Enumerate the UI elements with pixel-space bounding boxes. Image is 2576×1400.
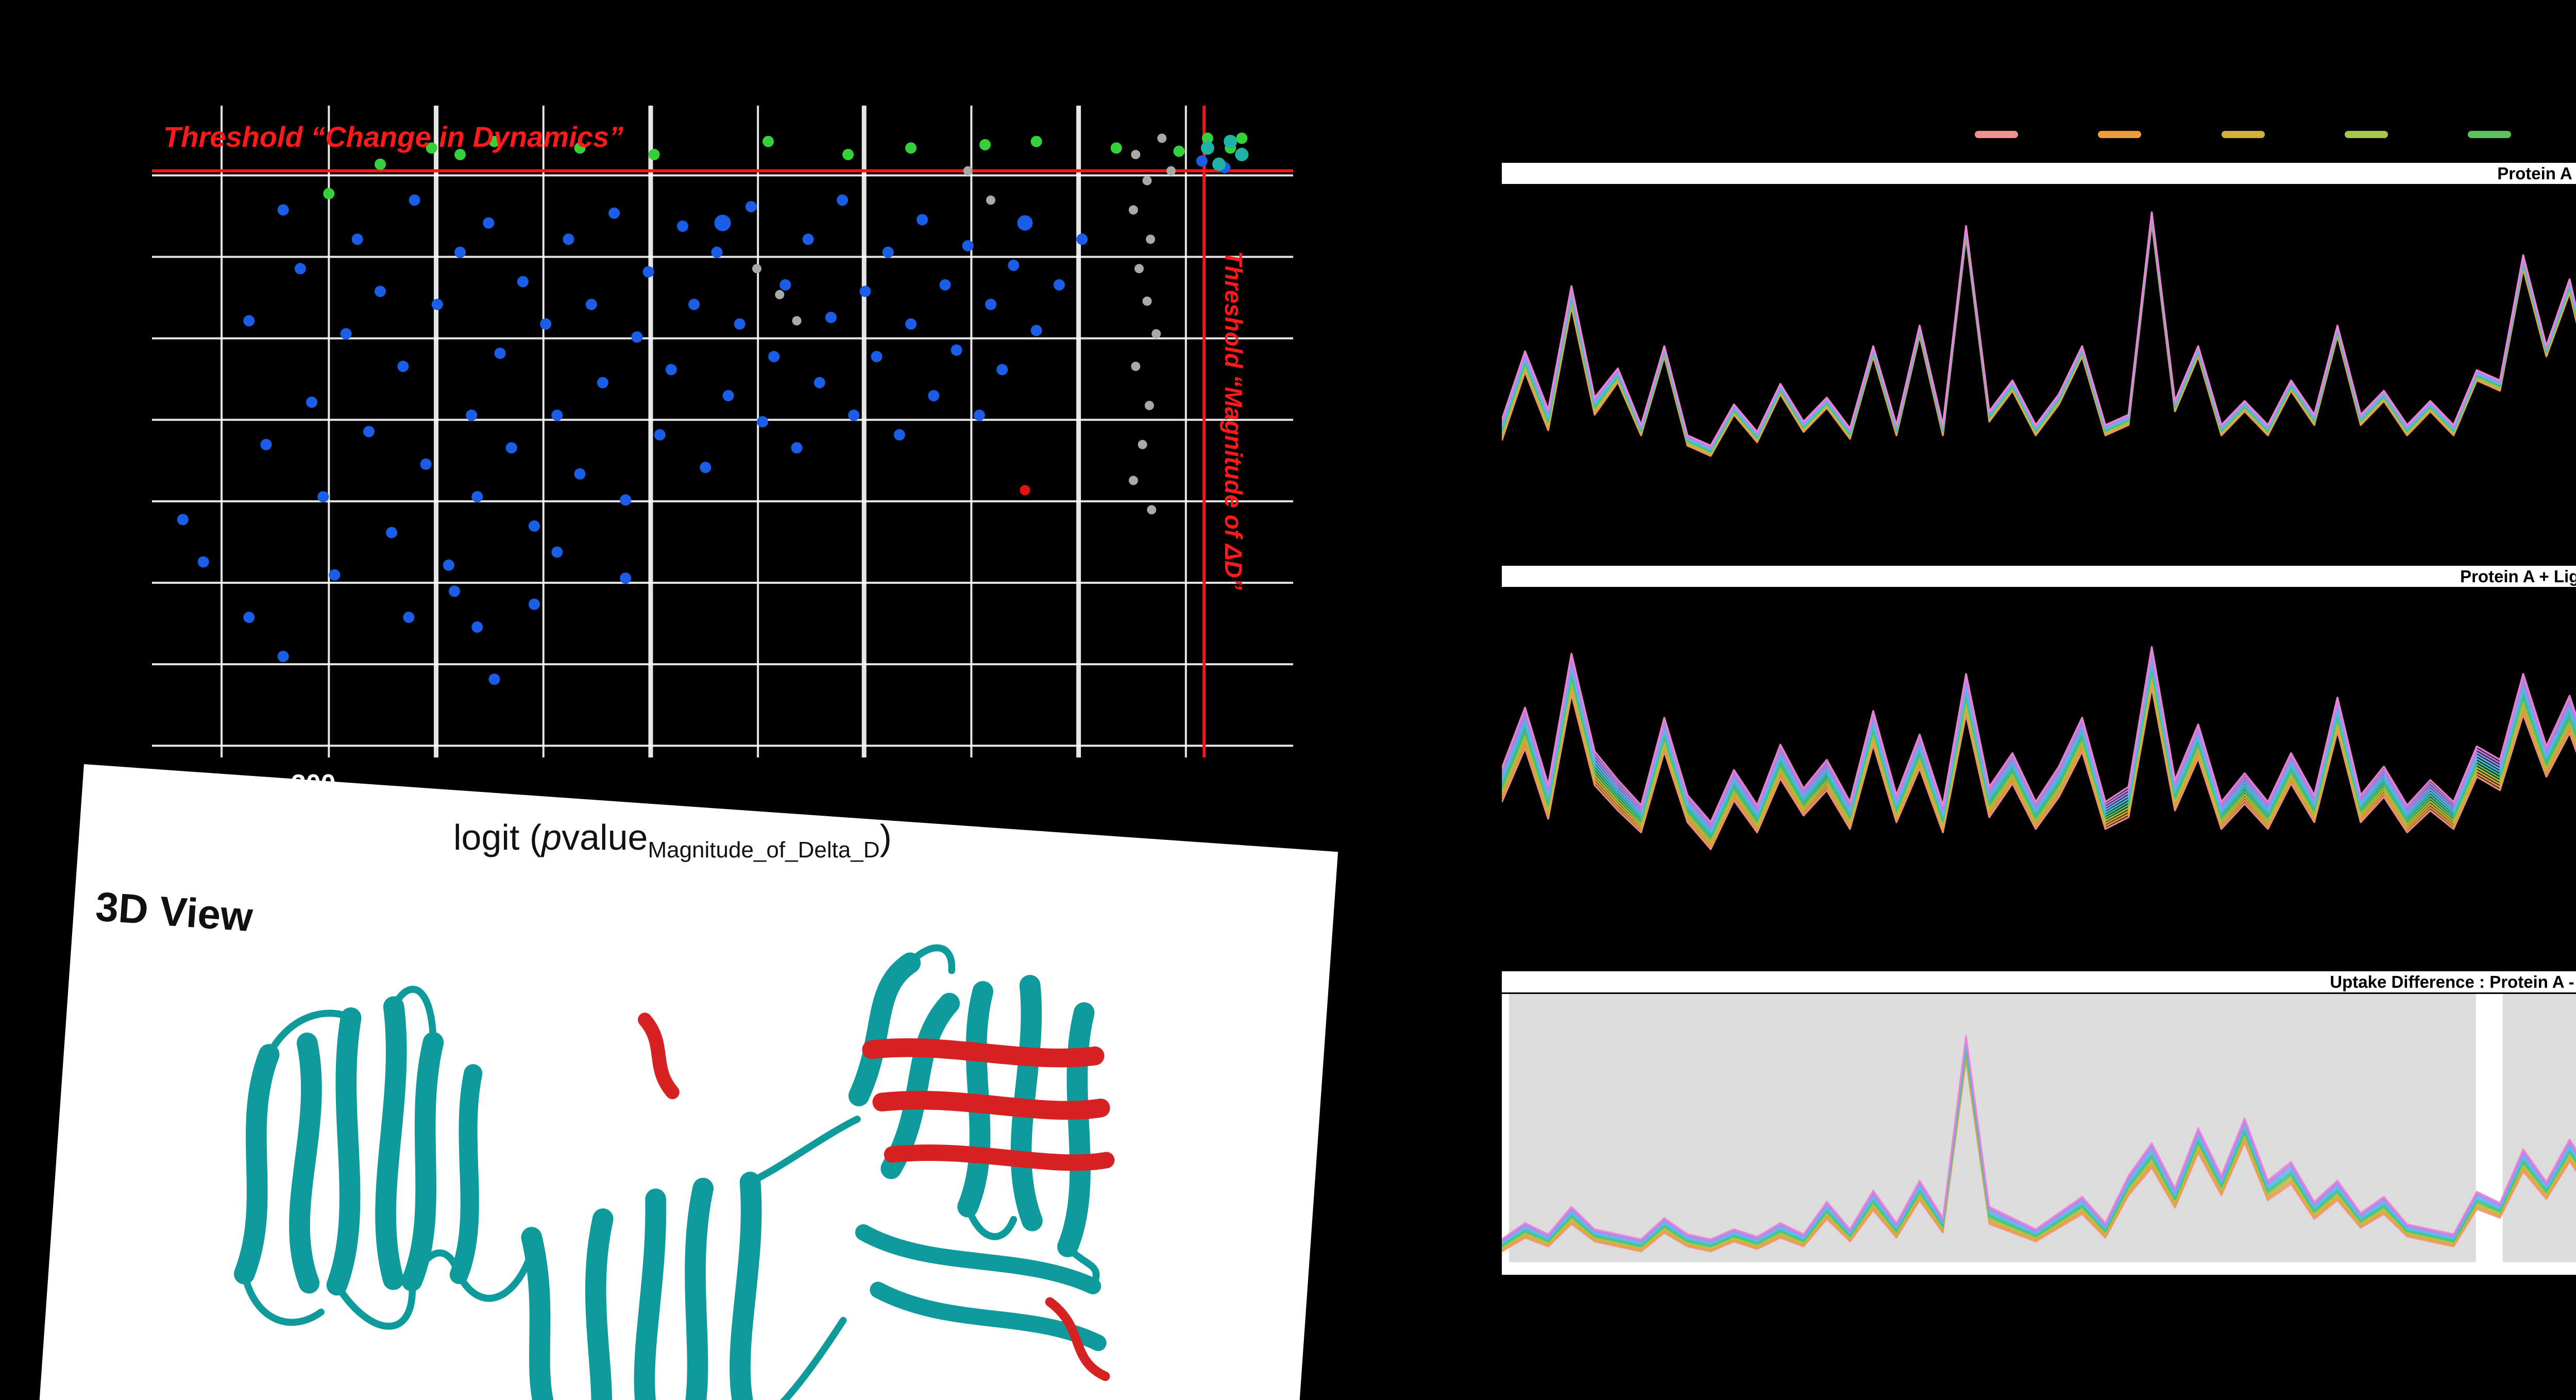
legend-dash[interactable] [2098,131,2142,138]
series-line [1502,686,2576,850]
series-line [1502,1044,2576,1245]
series-line [1502,674,2576,842]
series-line [1502,1050,2576,1247]
chart-title-bar-protein-a-ligand: Protein A + Ligand [1502,566,2576,587]
protein-highlight-regions [638,1013,1115,1381]
uptake-series-lines [1502,1035,2576,1253]
axis-title-p: p [541,817,562,857]
legend-dash[interactable] [2468,131,2512,138]
uptake-chart-protein-a-ligand[interactable] [1502,588,2576,943]
series-line [1502,650,2576,826]
volcano-points-red [1020,485,1030,496]
threshold-dynamics-label: Threshold “Change in Dynamics” [163,121,624,153]
chart-title-bar-protein-a: Protein A [1502,163,2576,184]
series-line [1502,682,2576,848]
series-line [1502,678,2576,845]
legend-dash[interactable] [2344,131,2388,138]
axis-title-suffix: ) [879,817,892,857]
series-line [1502,646,2576,823]
uptake-series-lines [1502,646,2576,850]
series-line [1502,662,2576,834]
x-axis-tick-label: −200 [275,769,336,799]
volcano-points-gray [752,133,1176,515]
series-line [1502,1039,2576,1243]
legend-dash[interactable] [2221,131,2265,138]
series-line [1502,1035,2576,1240]
series-line [1502,666,2576,837]
series-line [1502,1042,2576,1244]
chart-title-bar-uptake-difference: Uptake Difference : Protein A - (Protein… [1502,971,2576,992]
series-line [1502,222,2576,457]
series-line [1502,1052,2576,1249]
timepoint-legend [1975,131,2576,138]
series-line [1502,1037,2576,1241]
series-line [1502,1057,2576,1252]
chart-title-uptake-difference: Uptake Difference : Protein A - (Protein… [2330,972,2576,991]
protein-cartoon [233,944,1107,1400]
series-line [1502,1054,2576,1250]
series-line [1502,1059,2576,1253]
uptake-chart-protein-a[interactable] [1502,185,2576,546]
volcano-scatter-chart[interactable] [152,106,1293,757]
x-axis-title: logit (pvalueMagnitude_of_Delta_D) [453,817,892,863]
view-3d-panel[interactable]: 3D View [36,764,1338,1400]
axis-title-mid: value [562,817,648,857]
series-line [1502,213,2576,449]
legend-dash[interactable] [1975,131,2018,138]
chart-title-protein-a: Protein A [2497,163,2572,183]
axis-title-subscript: Magnitude_of_Delta_D [648,837,880,863]
series-line [1502,658,2576,832]
volcano-points-blue [177,155,1231,685]
threshold-magnitude-label: Threshold “Magnitude of ΔD” [1220,251,1247,591]
protein-ribbon-graphic[interactable] [37,764,1338,1400]
series-line [1502,670,2576,839]
series-line [1502,212,2576,448]
volcano-points-teal [1200,134,1249,171]
series-line [1502,211,2576,447]
uptake-difference-chart[interactable] [1502,994,2576,1275]
axis-title-prefix: logit ( [453,817,542,857]
volcano-threshold-lines [152,106,1293,757]
volcano-gridlines [152,106,1293,757]
series-line [1502,1047,2576,1246]
uptake-series-lines [1502,211,2576,457]
volcano-plot-panel: Threshold “Change in Dynamics” Threshold… [152,106,1293,757]
series-line [1502,217,2576,453]
series-line [1502,654,2576,829]
chart-title-protein-a-ligand: Protein A + Ligand [2460,566,2576,586]
